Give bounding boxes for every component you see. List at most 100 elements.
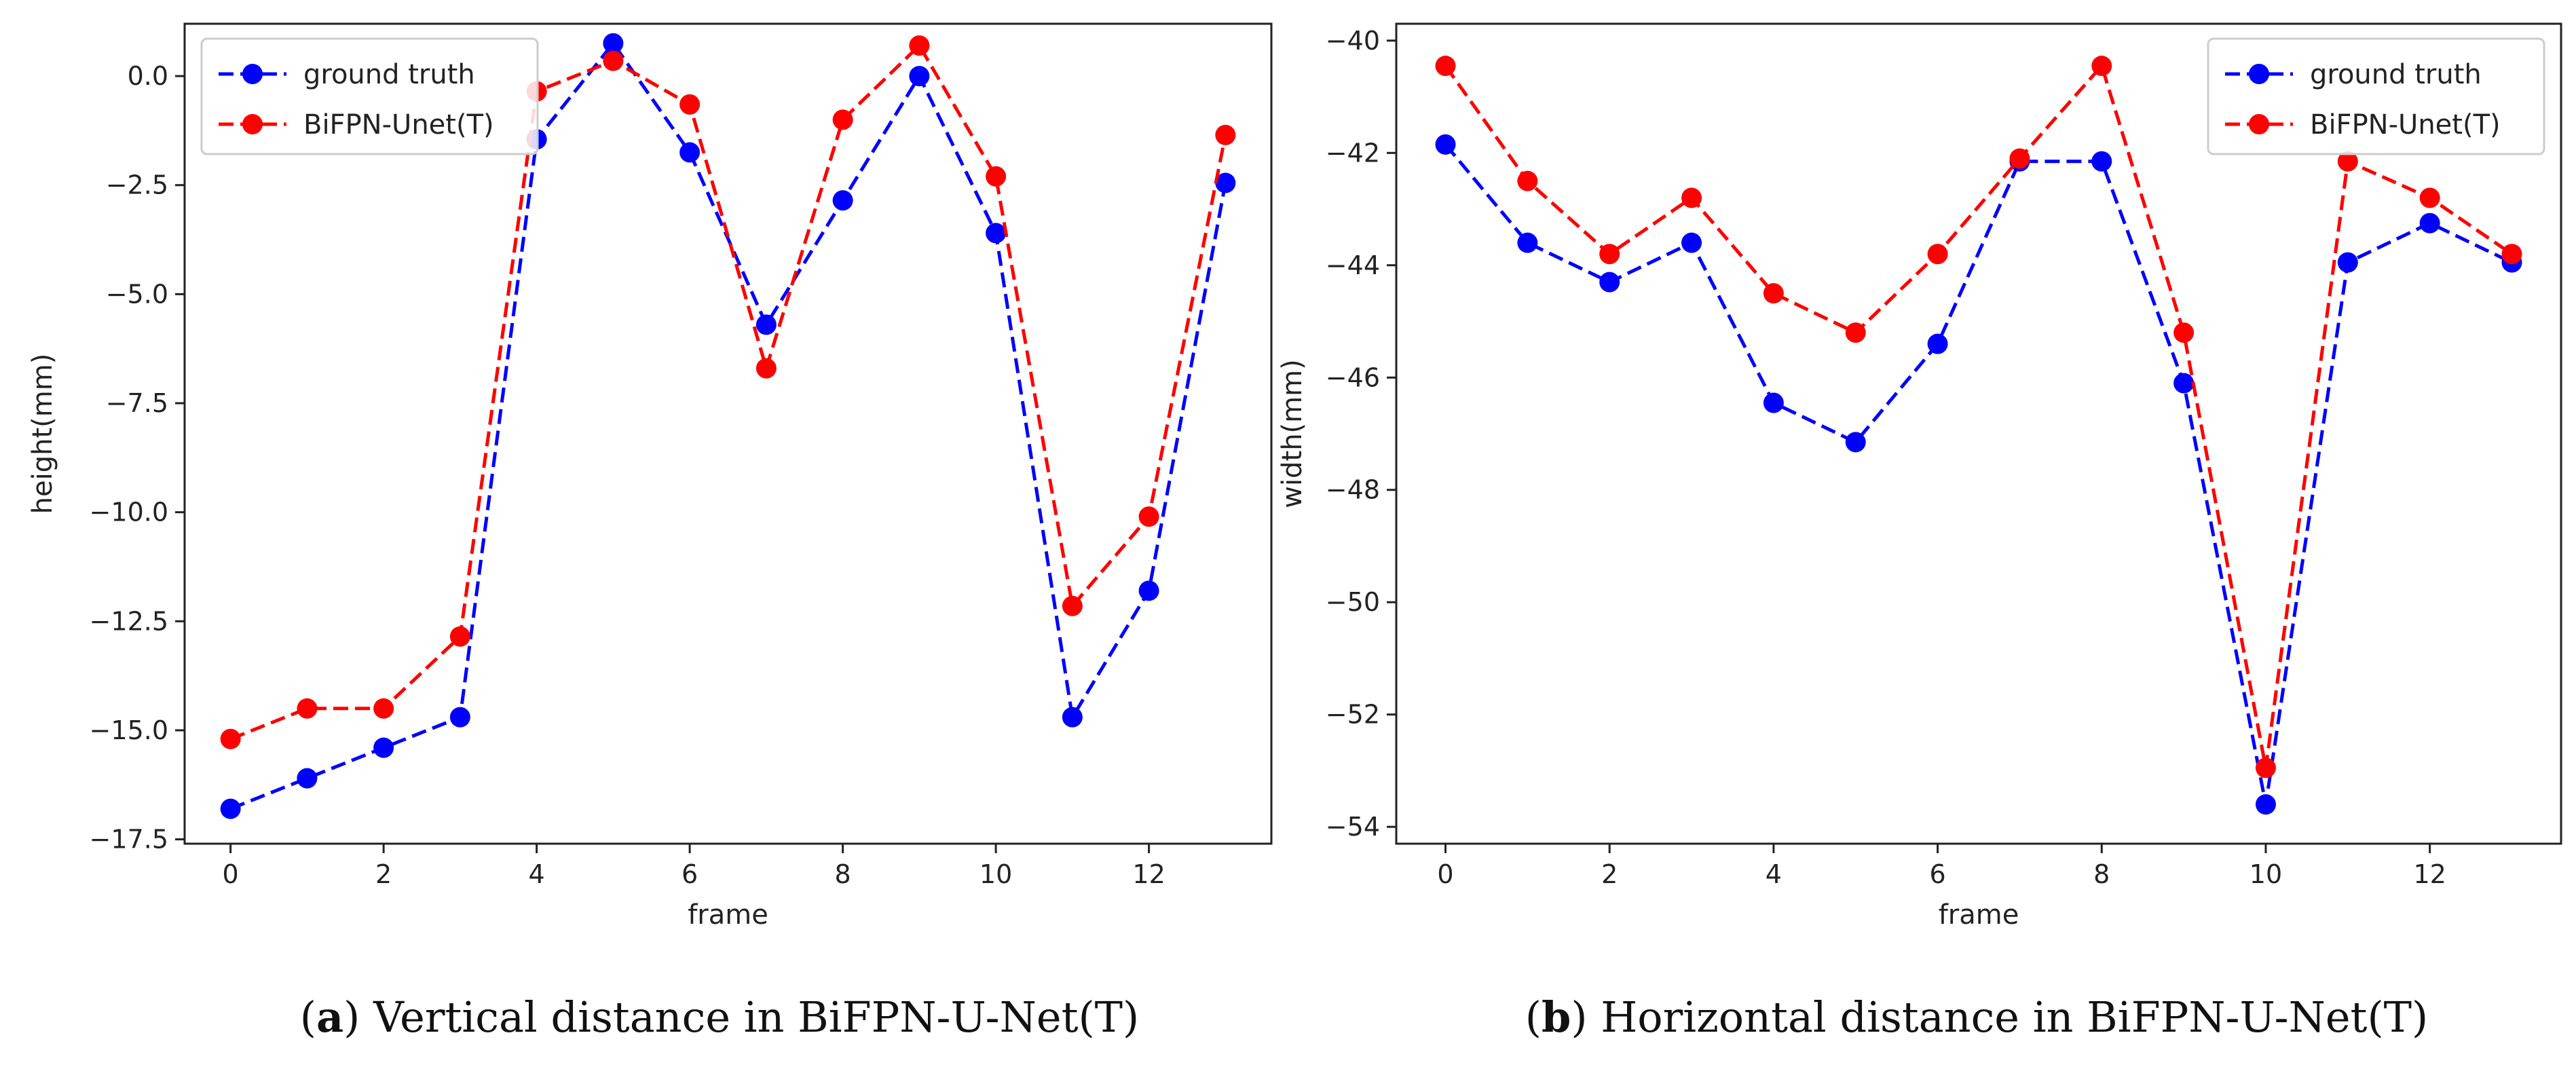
legend-marker [242,64,263,84]
x-tick-label: 0 [223,859,239,889]
data-point [2091,56,2112,77]
plot-frame [1395,22,2562,845]
data-point [2255,794,2276,815]
y-tick-label: −5.0 [106,279,168,309]
data-point [1845,322,1866,343]
legend-label: ground truth [2310,59,2482,90]
data-point [1599,272,1620,293]
y-tick-label: −40 [1326,26,1380,56]
data-point [832,109,853,130]
legend-marker [2249,114,2269,134]
data-point [297,768,318,789]
x-tick-label: 4 [1766,859,1782,889]
data-point [2173,373,2195,394]
series-line-bifpn-unet [1444,62,2513,768]
series-line-bifpn-unet [229,43,1227,741]
data-point [755,358,777,379]
x-tick-label: 8 [2093,859,2110,889]
x-tick-label: 6 [682,859,698,889]
data-point [603,33,624,54]
data-point [603,50,624,71]
data-point [986,166,1007,187]
y-tick-label: −12.5 [90,606,168,636]
y-tick-label: −44 [1326,250,1380,280]
y-tick-label: −42 [1326,138,1380,168]
data-point [373,737,394,758]
data-point [2173,322,2195,343]
data-point [2337,151,2358,172]
data-point [755,314,777,335]
data-point [1138,580,1159,601]
data-point [2009,148,2030,169]
legend-label: BiFPN-Unet(T) [2310,109,2501,141]
legend-label: BiFPN-Unet(T) [303,109,494,141]
x-tick-label: 10 [979,859,1012,889]
data-point [2255,757,2276,779]
x-tick-label: 0 [1437,859,1453,889]
data-point [1927,244,1948,265]
data-point [1435,56,1456,77]
data-point [1062,707,1083,728]
y-axis-label: width(mm) [1277,359,1308,508]
y-tick-label: −7.5 [106,388,168,418]
x-tick-label: 2 [375,859,392,889]
x-tick-label: 10 [2250,859,2282,889]
y-tick-label: −52 [1326,700,1380,730]
data-point [1845,432,1866,453]
legend-marker [242,114,263,134]
data-point [1927,333,1948,354]
data-point [909,66,930,87]
data-point [986,223,1007,244]
data-point [2501,244,2522,265]
data-point [2419,212,2440,233]
x-tick-label: 6 [1929,859,1945,889]
data-point [679,142,701,163]
data-point [1763,283,1784,304]
data-point [679,94,701,115]
x-tick-label: 8 [835,859,851,889]
y-tick-label: −10.0 [90,498,168,527]
y-tick-label: −2.5 [106,170,168,200]
data-point [1435,134,1456,155]
series-line-ground-truth [1444,143,2513,805]
caption: (a) Vertical distance in BiFPN-U-Net(T) [300,992,1139,1042]
y-tick-label: −15.0 [90,715,168,745]
x-tick-label: 12 [1132,859,1165,889]
data-point [2091,151,2112,172]
data-point [297,698,318,719]
legend-marker [2249,64,2269,84]
data-point [2337,252,2358,273]
y-tick-label: −54 [1326,812,1380,842]
x-axis-label: frame [1939,899,2019,931]
panel-a: 0 2 4 6 8 10 12 −17.5 −15.0 −12.5 −10.0 −7.5 −5.0 −2.… [27,22,1273,1042]
data-point [1599,244,1620,265]
data-point [1517,232,1538,253]
data-point [1681,232,1702,253]
x-tick-label: 2 [1601,859,1618,889]
data-point [449,707,470,728]
data-point [220,728,241,749]
data-point [832,190,853,211]
series-line-ground-truth [229,40,1227,810]
legend-label: ground truth [303,59,475,90]
caption: (b) Horizontal distance in BiFPN-U-Net(T… [1525,992,2428,1042]
y-axis-label: height(mm) [27,354,58,514]
y-tick-label: −50 [1326,587,1380,617]
data-point [2419,187,2440,208]
data-point [909,35,930,56]
data-point [1062,595,1083,616]
data-point [220,798,241,819]
panel-b: 0 2 4 6 8 10 12 −54 −52 −50 −48 −46 −44 −42 −40 frame wi… [1277,22,2562,1042]
y-tick-label: 0.0 [128,61,168,91]
data-point [1681,187,1702,208]
data-point [1517,170,1538,191]
x-tick-label: 4 [529,859,545,889]
y-tick-label: −17.5 [90,825,168,855]
data-point [449,626,470,647]
x-axis-label: frame [688,899,768,931]
data-point [1138,506,1159,527]
data-point [1215,124,1236,145]
data-point [373,698,394,719]
x-tick-label: 12 [2413,859,2446,889]
